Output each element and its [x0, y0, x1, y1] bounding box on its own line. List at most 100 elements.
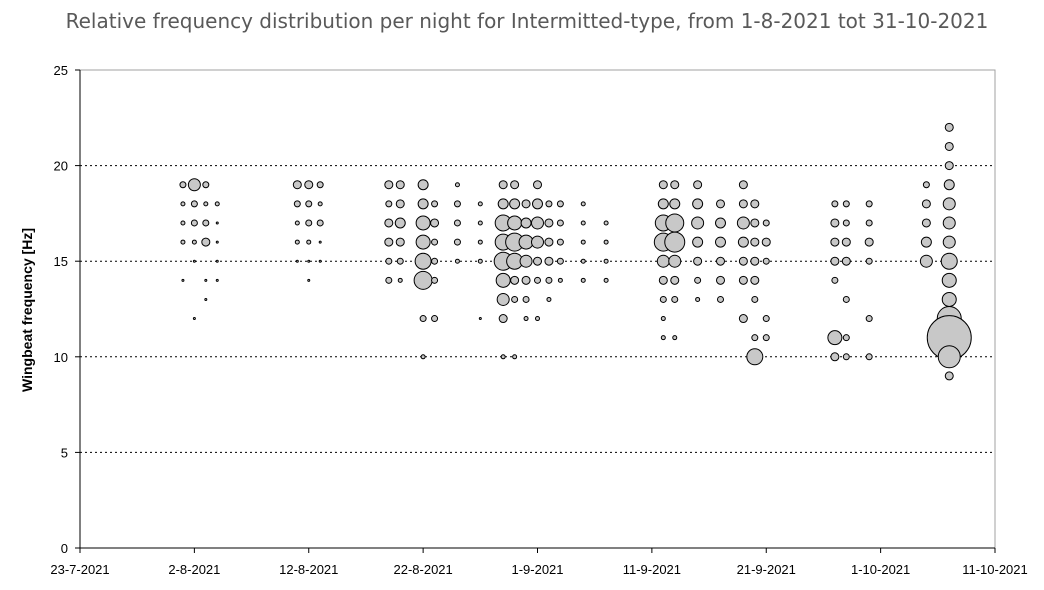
- bubble: [294, 220, 300, 226]
- bubble: [307, 278, 311, 282]
- bubble: [384, 237, 394, 247]
- bubble: [214, 201, 220, 207]
- bubble: [660, 316, 666, 322]
- bubble: [944, 141, 954, 151]
- bubble: [215, 221, 219, 225]
- y-tick-label: 10: [54, 350, 68, 365]
- bubble: [865, 315, 873, 323]
- bubble: [420, 354, 426, 360]
- bubble: [385, 200, 393, 208]
- bubble: [556, 200, 564, 208]
- bubble: [292, 180, 302, 190]
- bubble: [396, 257, 404, 265]
- bubble: [533, 256, 542, 266]
- bubble: [202, 219, 210, 227]
- bubble: [751, 334, 759, 342]
- bubble: [658, 275, 668, 285]
- bubble: [518, 234, 534, 250]
- bubble: [751, 295, 759, 303]
- bubble: [498, 180, 508, 190]
- bubble: [603, 239, 609, 245]
- bubble: [201, 237, 211, 247]
- bubble: [532, 198, 543, 210]
- bubble: [738, 314, 748, 324]
- bubble: [510, 180, 520, 190]
- bubble: [522, 295, 530, 303]
- bubble: [394, 217, 406, 229]
- bubble: [533, 180, 542, 190]
- bubble: [750, 237, 760, 247]
- bubble: [203, 201, 209, 207]
- bubble: [317, 201, 323, 207]
- bubble: [307, 259, 311, 263]
- bubble: [191, 239, 197, 245]
- x-ticks: 23-7-2021 2-8-2021 12-8-2021 22-8-2021 1-9-2…: [50, 548, 1028, 577]
- bubble: [293, 200, 301, 208]
- bubble: [453, 219, 461, 227]
- bubble: [415, 215, 431, 231]
- plot-area-border: [79, 69, 996, 549]
- bubble: [941, 272, 957, 288]
- bubble: [523, 316, 529, 322]
- x-tick-label: 23-7-2021: [50, 562, 109, 577]
- bubble: [531, 216, 544, 230]
- bubble: [544, 237, 554, 247]
- bubble: [716, 256, 725, 266]
- bubble: [295, 259, 299, 263]
- bubble: [671, 295, 679, 303]
- bubble: [864, 237, 874, 247]
- bubble: [942, 197, 956, 211]
- bubble: [318, 240, 322, 244]
- bubble: [762, 334, 770, 342]
- y-tick-label: 20: [54, 159, 68, 174]
- bubble: [204, 278, 208, 282]
- x-tick-label: 2-8-2021: [168, 562, 220, 577]
- bubble: [430, 218, 440, 228]
- bubble: [395, 199, 405, 209]
- bubble: [937, 345, 961, 369]
- bubble: [842, 353, 850, 361]
- bubble: [761, 237, 771, 247]
- bubble: [190, 200, 198, 208]
- bubble: [294, 239, 300, 245]
- bubble: [477, 258, 483, 264]
- bubble: [545, 200, 553, 208]
- bubble: [544, 256, 554, 266]
- bubble: [181, 278, 185, 282]
- bubble: [180, 220, 186, 226]
- bubble: [531, 235, 544, 249]
- bubble: [477, 220, 483, 226]
- bubble: [417, 179, 429, 191]
- bubble: [546, 296, 552, 302]
- bubble: [395, 237, 405, 247]
- bubble: [831, 200, 839, 208]
- bubble: [431, 257, 439, 265]
- bubble: [738, 275, 748, 285]
- bubble: [521, 199, 531, 209]
- bubble: [830, 256, 840, 266]
- bubble: [431, 276, 439, 284]
- bubble: [656, 254, 670, 268]
- bubble: [921, 199, 931, 209]
- bubble: [477, 239, 483, 245]
- bubble: [716, 275, 725, 285]
- bubble: [453, 200, 461, 208]
- bubble: [395, 180, 405, 190]
- bubble: [556, 219, 564, 227]
- bubble: [830, 352, 840, 362]
- bubble: [603, 220, 609, 226]
- bubble: [204, 297, 208, 301]
- bubble: [454, 258, 460, 264]
- bubble: [498, 314, 508, 324]
- bubble: [665, 213, 685, 233]
- x-tick-label: 12-8-2021: [279, 562, 338, 577]
- bubble: [738, 199, 748, 209]
- bubble: [842, 334, 850, 342]
- x-tick-label: 11-10-2021: [962, 562, 1028, 577]
- bubble: [922, 181, 930, 189]
- bubble: [944, 161, 954, 171]
- bubble: [919, 254, 933, 268]
- bubble: [385, 257, 393, 265]
- bubble: [865, 200, 873, 208]
